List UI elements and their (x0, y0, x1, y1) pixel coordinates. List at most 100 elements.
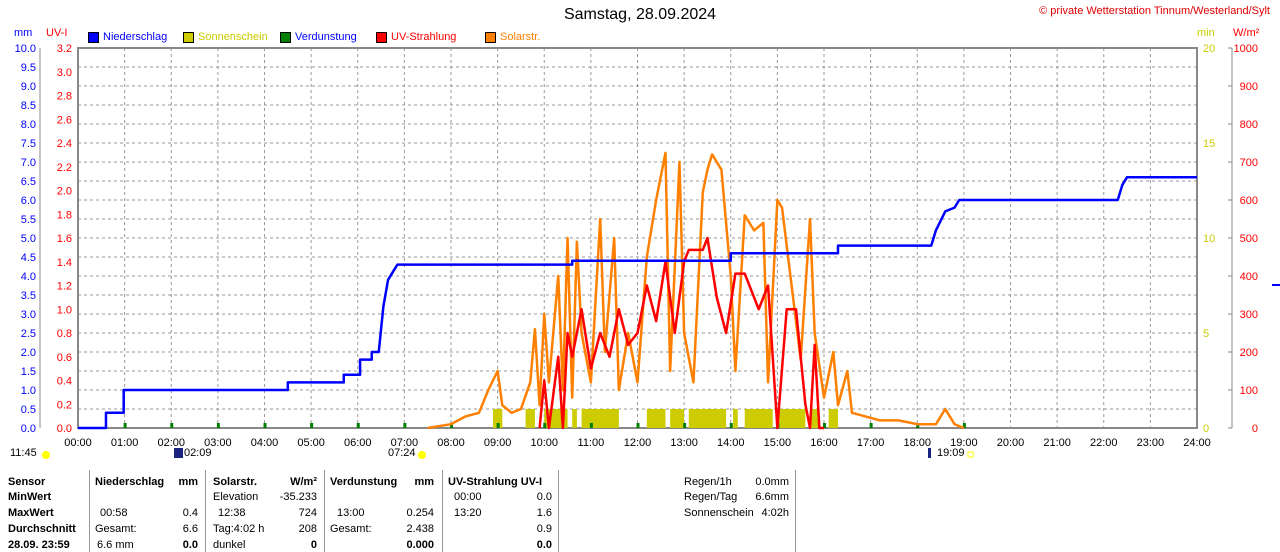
rain-line (78, 175, 1197, 430)
column-header: Niederschlag (95, 476, 165, 488)
evaporation-mark (356, 423, 360, 428)
legend-swatch (88, 31, 99, 43)
legend-swatch (376, 31, 387, 43)
wm2-tick: 500 (1240, 233, 1258, 245)
x-tick: 03:00 (204, 437, 232, 449)
min-tick: 10 (1203, 233, 1215, 245)
evaporation-mark (729, 423, 733, 428)
legend-label: Niederschlag (103, 31, 168, 43)
x-tick: 00:00 (64, 437, 92, 449)
table-cell: 0.4 (182, 507, 198, 519)
uv-tick: 2.6 (57, 114, 72, 126)
evaporation-mark (823, 423, 826, 428)
x-tick: 01:00 (111, 437, 139, 449)
mm-tick: 3.5 (21, 290, 36, 302)
summary-value: 6.6mm (755, 491, 789, 503)
x-tick: 08:00 (437, 437, 465, 449)
sunshine-bar (646, 409, 666, 428)
min-tick: 15 (1203, 138, 1215, 150)
mm-unit: mm (14, 27, 33, 39)
uv-tick: 3.0 (57, 67, 72, 79)
x-tick: 22:00 (1090, 437, 1118, 449)
uv-tick: 1.0 (57, 304, 72, 316)
sunshine-bar (581, 409, 619, 428)
x-tick: 14:00 (717, 437, 745, 449)
evaporation-mark (589, 423, 593, 428)
mm-tick: 8.5 (21, 100, 36, 112)
evaporation-mark (216, 423, 220, 428)
moonset-time: 11:45 (10, 447, 37, 459)
evaporation-mark (869, 423, 873, 428)
table-cell: 2.438 (406, 523, 434, 535)
mm-tick: 0.5 (21, 404, 36, 416)
min-tick: 20 (1203, 43, 1215, 55)
x-tick: 06:00 (344, 437, 372, 449)
row-label: MinWert (8, 491, 52, 503)
evaporation-mark (403, 423, 407, 428)
table-cell: 0 (310, 539, 317, 551)
legend-swatch (280, 31, 291, 43)
table-cell: 0.0 (536, 491, 552, 503)
mm-tick: 4.0 (21, 271, 36, 283)
column-unit: mm (178, 476, 198, 488)
solar-line (427, 151, 965, 430)
column-header: Solarstr. (213, 476, 258, 488)
evaporation-mark (543, 423, 547, 428)
mm-tick: 1.0 (21, 385, 36, 397)
mm-tick: 5.5 (21, 214, 36, 226)
wm2-tick: 400 (1240, 271, 1258, 283)
uv-tick: 2.8 (57, 91, 72, 103)
uv-tick: 0.2 (57, 399, 72, 411)
mm-tick: 4.5 (21, 252, 36, 264)
sunshine-bar (744, 409, 773, 428)
legend-item: Solarstr. (485, 31, 540, 43)
sunset-time: 19:09 (937, 447, 965, 459)
legend-label: Sonnenschein (198, 31, 268, 43)
evaporation-mark (962, 423, 966, 428)
uv-tick: 1.8 (57, 209, 72, 221)
table-cell: 0.9 (536, 523, 552, 535)
wm2-tick: 0 (1252, 423, 1258, 435)
sunshine-bar (492, 409, 503, 428)
moonrise-icon (174, 448, 183, 458)
table-cell: 0.0 (182, 539, 198, 551)
x-tick: 21:00 (1043, 437, 1071, 449)
moonset-icon (928, 448, 931, 458)
column-unit: W/m² (290, 476, 317, 488)
uv-tick: 0.0 (57, 423, 72, 435)
moon-icon (42, 451, 50, 459)
sunshine-bar (572, 409, 577, 428)
mm-tick: 2.0 (21, 347, 36, 359)
x-tick: 13:00 (670, 437, 698, 449)
wm2-unit: W/m² (1233, 27, 1260, 39)
legend-item: UV-Strahlung (376, 31, 456, 43)
mm-tick: 6.5 (21, 176, 36, 188)
uv-tick: 3.2 (57, 43, 72, 55)
mm-tick: 9.0 (21, 81, 36, 93)
sunshine-bar (810, 409, 820, 428)
min-unit: min (1197, 27, 1215, 39)
x-tick: 18:00 (903, 437, 931, 449)
uv-tick: 1.4 (57, 257, 72, 269)
uv-tick: 0.8 (57, 328, 72, 340)
sunshine-bar (670, 409, 685, 428)
x-tick: 20:00 (997, 437, 1025, 449)
uv-tick: 1.2 (57, 281, 72, 293)
evaporation-mark (170, 423, 174, 428)
x-tick: 10:00 (530, 437, 558, 449)
table-cell: 6.6 (182, 523, 198, 535)
table-cell: 6.6 mm (97, 539, 134, 551)
uv-unit: UV-I (46, 27, 68, 39)
summary-value: 0.0mm (755, 476, 789, 488)
mm-tick: 7.5 (21, 138, 36, 150)
legend-label: UV-Strahlung (391, 31, 457, 43)
summary-label: Sonnenschein (684, 507, 754, 519)
x-tick: 04:00 (251, 437, 279, 449)
sunset-icon (967, 451, 974, 458)
sunshine-bar (777, 409, 806, 428)
legend-swatch (485, 31, 496, 43)
min-tick: 5 (1203, 328, 1209, 340)
legend-item: Sonnenschein (183, 31, 268, 43)
sunrise-time: 07:24 (388, 447, 416, 459)
uv-tick: 2.2 (57, 162, 72, 174)
